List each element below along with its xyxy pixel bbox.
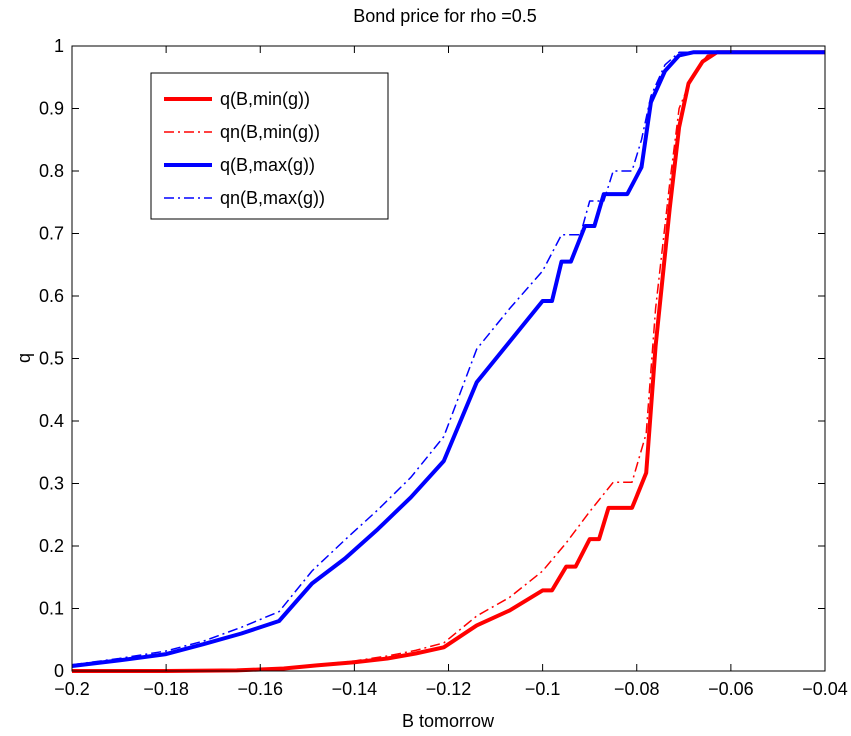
x-tick-label: −0.1	[525, 679, 561, 699]
x-tick-label: −0.16	[237, 679, 283, 699]
y-tick-label: 0.2	[39, 536, 64, 556]
legend-label: qn(B,max(g))	[220, 188, 325, 208]
series-layer	[71, 50, 825, 673]
x-tick-label: −0.12	[426, 679, 472, 699]
y-tick-label: 0.1	[39, 599, 64, 619]
legend-label: qn(B,min(g))	[220, 122, 320, 142]
chart-title: Bond price for rho =0.5	[353, 6, 537, 26]
series-line-1	[72, 50, 825, 673]
series-line-4	[71, 51, 825, 666]
series-line-3	[71, 50, 825, 668]
y-tick-label: 0.9	[39, 99, 64, 119]
x-tick-label: −0.06	[708, 679, 754, 699]
x-tick-label: −0.18	[143, 679, 189, 699]
y-tick-label: 0.3	[39, 474, 64, 494]
series-line-2	[72, 51, 825, 672]
y-axis-label: q	[14, 353, 34, 363]
y-tick-label: 0.5	[39, 349, 64, 369]
y-tick-label: 0.7	[39, 224, 64, 244]
legend-label: q(B,max(g))	[220, 155, 315, 175]
legend: q(B,min(g)) qn(B,min(g)) q(B,max(g)) qn(B,m…	[150, 72, 389, 220]
legend-label: q(B,min(g))	[220, 89, 310, 109]
y-tick-label: 0	[54, 661, 64, 681]
y-tick-label: 1	[54, 36, 64, 56]
x-tick-label: −0.04	[802, 679, 848, 699]
x-axis-label: B tomorrow	[402, 711, 495, 731]
x-tick-label: −0.14	[332, 679, 378, 699]
y-axis: 0 0.1 0.2 0.3 0.4 0.5 0.6 0.7 0.8 0.9 1	[39, 36, 825, 681]
y-tick-label: 0.8	[39, 161, 64, 181]
y-tick-label: 0.6	[39, 286, 64, 306]
x-tick-label: −0.2	[54, 679, 90, 699]
y-tick-label: 0.4	[39, 411, 64, 431]
x-tick-label: −0.08	[614, 679, 660, 699]
x-axis: −0.2 −0.18 −0.16 −0.14 −0.12 −0.1 −0.08 −0.06 −0…	[54, 46, 848, 699]
